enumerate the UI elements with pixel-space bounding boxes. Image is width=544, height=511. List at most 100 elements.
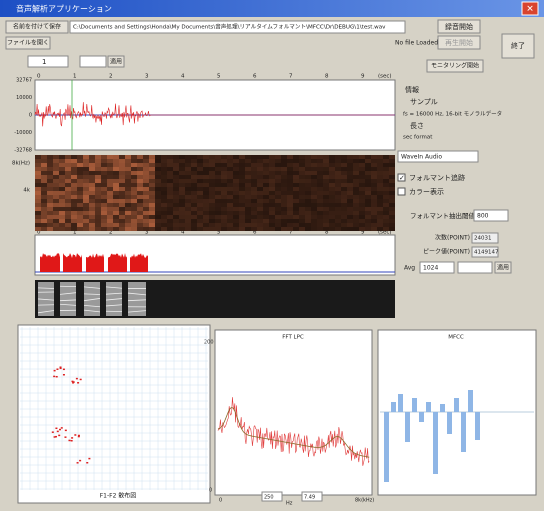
spectro-cell	[389, 195, 395, 199]
spectro-cell	[245, 183, 251, 187]
spectro-cell	[233, 207, 239, 211]
spectro-cell	[185, 211, 191, 215]
spectro-cell	[53, 167, 59, 171]
spectro-cell	[137, 219, 143, 223]
spectro-cell	[161, 187, 167, 191]
spectro-cell	[143, 215, 149, 219]
mfcc-bar	[433, 412, 438, 474]
avg-combo-2[interactable]	[458, 262, 492, 273]
spectro-cell	[371, 171, 377, 175]
spectro-cell	[209, 155, 215, 159]
spectro-cell	[119, 223, 125, 227]
x-tick-label: 8	[325, 74, 329, 80]
spectro-cell	[365, 211, 371, 215]
spectro-cell	[263, 195, 269, 199]
spectro-cell	[383, 227, 389, 231]
spectro-cell	[65, 167, 71, 171]
spectro-cell	[131, 175, 137, 179]
spectro-cell	[41, 207, 47, 211]
spectro-cell	[203, 211, 209, 215]
spectro-cell	[53, 215, 59, 219]
spectro-cell	[41, 215, 47, 219]
spectro-cell	[245, 167, 251, 171]
scatter-point	[57, 431, 59, 433]
spectro-cell	[131, 203, 137, 207]
spectro-cell	[323, 219, 329, 223]
spectro-cell	[215, 155, 221, 159]
spectro-cell	[335, 203, 341, 207]
mfcc-bar	[447, 412, 452, 434]
spectro-cell	[227, 223, 233, 227]
spectro-cell	[125, 223, 131, 227]
spectro-cell	[53, 199, 59, 203]
info-line: 長さ	[410, 122, 424, 130]
scatter-point	[61, 427, 63, 429]
spectro-cell	[221, 159, 227, 163]
combo-box[interactable]	[28, 56, 68, 67]
spectro-cell	[197, 179, 203, 183]
spectro-cell	[377, 155, 383, 159]
spectro-cell	[263, 207, 269, 211]
spectro-cell	[89, 195, 95, 199]
spectro-cell	[281, 191, 287, 195]
avg-label: Avg	[404, 265, 415, 272]
spectro-cell	[347, 203, 353, 207]
spectro-cell	[173, 203, 179, 207]
spectro-cell	[317, 163, 323, 167]
spectro-cell	[311, 219, 317, 223]
spectro-cell	[179, 159, 185, 163]
spectro-cell	[239, 179, 245, 183]
spectro-cell	[203, 183, 209, 187]
spectro-cell	[173, 183, 179, 187]
spectro-cell	[77, 199, 83, 203]
spectro-cell	[149, 187, 155, 191]
spectro-cell	[47, 155, 53, 159]
spectro-cell	[263, 199, 269, 203]
spectro-cell	[263, 215, 269, 219]
spectro-cell	[107, 159, 113, 163]
spectro-cell	[269, 211, 275, 215]
spectro-cell	[317, 171, 323, 175]
scatter-point	[64, 436, 66, 438]
spectro-cell	[203, 155, 209, 159]
spectro-cell	[275, 167, 281, 171]
spectro-cell	[245, 223, 251, 227]
scatter-point	[76, 378, 78, 380]
spectro-cell	[35, 215, 41, 219]
color-checkbox[interactable]	[398, 188, 405, 195]
spectro-cell	[293, 215, 299, 219]
mfcc-bar	[440, 404, 445, 412]
spectro-cell	[263, 179, 269, 183]
spectro-cell	[161, 203, 167, 207]
spectro-cell	[221, 175, 227, 179]
spectro-cell	[281, 167, 287, 171]
scatter-point	[77, 462, 79, 464]
spectro-cell	[239, 159, 245, 163]
spectro-cell	[143, 155, 149, 159]
spectro-cell	[53, 159, 59, 163]
spectro-cell	[281, 211, 287, 215]
spectro-cell	[269, 191, 275, 195]
scatter-point	[65, 430, 67, 432]
combo-box-2[interactable]	[80, 56, 106, 67]
spectro-cell	[35, 179, 41, 183]
spectro-cell	[293, 195, 299, 199]
spectro-cell	[161, 167, 167, 171]
spectro-cell	[155, 203, 161, 207]
spectro-cell	[137, 195, 143, 199]
spectro-cell	[161, 171, 167, 175]
spectro-cell	[257, 187, 263, 191]
spectro-cell	[125, 215, 131, 219]
spectro-cell	[353, 171, 359, 175]
spectro-cell	[293, 171, 299, 175]
spectro-cell	[53, 207, 59, 211]
spectro-cell	[275, 223, 281, 227]
spectro-cell	[257, 163, 263, 167]
spectro-cell	[305, 155, 311, 159]
spectro-cell	[41, 183, 47, 187]
spectro-cell	[35, 203, 41, 207]
spectro-cell	[197, 175, 203, 179]
spectro-cell	[347, 219, 353, 223]
spectro-cell	[365, 175, 371, 179]
spectro-cell	[341, 175, 347, 179]
